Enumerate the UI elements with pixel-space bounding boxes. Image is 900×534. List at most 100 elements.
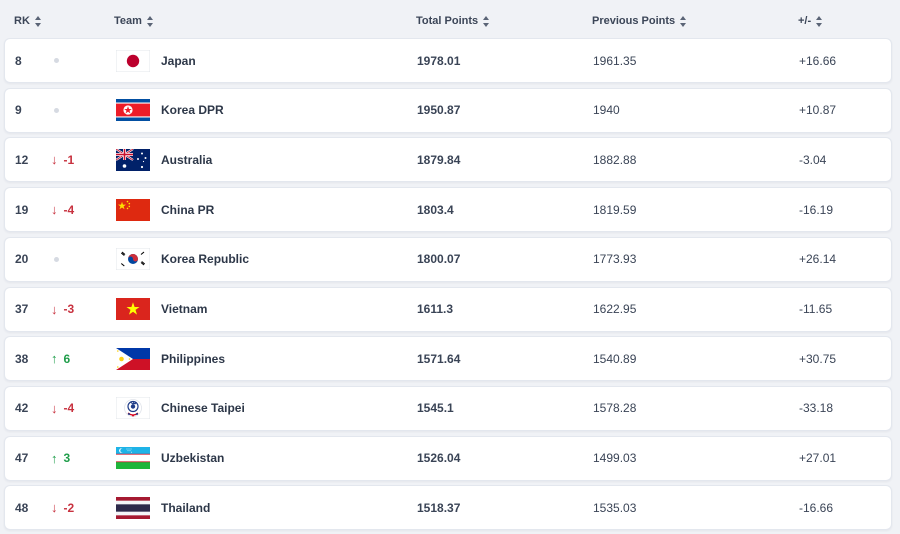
total-points-value: 1571.64 [417, 351, 461, 366]
team-name-link[interactable]: Australia [161, 152, 213, 167]
total-points-value: 1978.01 [417, 53, 461, 68]
flag-cell [115, 288, 151, 331]
previous-points-value: 1940 [593, 103, 620, 118]
table-row[interactable]: 9 Korea DPR 1950.87 1940 +10.87 [4, 87, 892, 133]
rank-change-value: -3 [63, 302, 75, 316]
rank-change-value: 6 [63, 351, 71, 366]
rank-movement: ↓ -3 [51, 288, 74, 331]
previous-points-header-label: Previous Points [592, 15, 676, 27]
previous-points-value: 1540.89 [593, 351, 637, 366]
sort-icon [816, 15, 823, 27]
table-row[interactable]: 42 ↓ -4 Chinese Taipei 1545.1 1578.28 -33.18 [4, 385, 892, 431]
arrow-down-icon: ↓ [51, 202, 58, 218]
total-points-value: 1545.1 [417, 401, 454, 416]
thailand-flag-icon [116, 496, 150, 519]
total-points-value: 1518.37 [417, 500, 461, 515]
table-row[interactable]: 37 ↓ -3 Vietnam 1611.3 1622.95 -11.65 [4, 286, 892, 332]
rank-change-value: -2 [63, 500, 75, 515]
table-row[interactable]: 12 ↓ -1 Australia 1879.84 1882.88 -3.04 [4, 137, 892, 183]
points-diff-value: -3.04 [799, 152, 827, 167]
sort-icon [483, 15, 490, 27]
rank-change-value: -1 [63, 152, 75, 167]
team-name-link[interactable]: Chinese Taipei [161, 401, 245, 416]
points-diff-value: -16.66 [799, 500, 834, 515]
table-row[interactable]: 8 Japan 1978.01 1961.35 +16.66 [4, 38, 892, 83]
table-row[interactable]: 20 Korea Republic 1800.07 1773.93 +26.14 [4, 236, 892, 282]
table-row[interactable]: 38 ↑ 6 Philippines 1571.64 1540.89 +30.75 [4, 336, 892, 382]
previous-points-value: 1773.93 [593, 252, 637, 267]
arrow-down-icon: ↓ [51, 301, 58, 317]
team-column-header[interactable]: Team [114, 15, 154, 27]
points-diff-value: +10.87 [799, 103, 837, 118]
rank-movement: ↑ 6 [51, 337, 70, 380]
rank-movement: ↓ -2 [51, 486, 74, 529]
sort-icon [680, 15, 687, 27]
points-diff-value: +16.66 [799, 53, 837, 68]
rank-movement: ↓ -4 [51, 387, 74, 430]
uzbekistan-flag-icon [116, 447, 150, 470]
total-points-column-header[interactable]: Total Points [416, 15, 490, 27]
korea-republic-flag-icon [116, 248, 150, 271]
table-row[interactable]: 19 ↓ -4 China PR 1803.4 1819.59 -16.19 [4, 187, 892, 233]
rank-value: 42 [15, 401, 29, 416]
chinese-taipei-flag-icon [116, 397, 150, 420]
previous-points-column-header[interactable]: Previous Points [592, 15, 687, 27]
flag-cell [115, 486, 151, 529]
previous-points-value: 1961.35 [593, 53, 637, 68]
diff-column-header[interactable]: +/- [798, 15, 823, 27]
total-points-value: 1611.3 [417, 302, 454, 316]
table-row[interactable]: 47 ↑ 3 Uzbekistan 1526.04 1499.03 +27.01 [4, 435, 892, 481]
china-pr-flag-icon [116, 198, 150, 221]
previous-points-value: 1622.95 [593, 302, 637, 316]
rank-value: 48 [15, 500, 29, 515]
team-name-link[interactable]: Japan [161, 53, 196, 68]
japan-flag-icon [116, 49, 150, 72]
arrow-down-icon: ↓ [51, 500, 58, 516]
team-name-link[interactable]: Philippines [161, 351, 226, 366]
flag-cell [115, 437, 151, 480]
team-name-link[interactable]: Korea DPR [161, 103, 224, 118]
rank-value: 37 [15, 302, 29, 316]
rank-change-value: -4 [63, 202, 75, 217]
team-name-link[interactable]: Vietnam [161, 302, 208, 316]
rank-value: 19 [15, 202, 29, 217]
total-points-value: 1526.04 [417, 451, 461, 466]
no-change-dot-icon [54, 256, 59, 262]
sort-icon [146, 15, 154, 27]
rank-value: 47 [15, 451, 29, 466]
vietnam-flag-icon [116, 298, 150, 320]
flag-cell [115, 238, 151, 281]
points-diff-value: -16.19 [799, 202, 834, 217]
total-points-value: 1879.84 [417, 152, 461, 167]
flag-cell [115, 39, 151, 82]
flag-cell [115, 138, 151, 181]
team-name-link[interactable]: China PR [161, 202, 215, 217]
sort-icon [34, 15, 42, 27]
flag-cell [115, 188, 151, 231]
rank-change-value: 3 [63, 451, 71, 466]
rank-value: 9 [15, 103, 22, 118]
australia-flag-icon [116, 148, 150, 171]
team-name-link[interactable]: Uzbekistan [161, 451, 225, 466]
arrow-down-icon: ↓ [51, 152, 58, 168]
points-diff-value: -11.65 [799, 302, 833, 316]
rank-change-value: -4 [63, 401, 75, 416]
total-points-value: 1950.87 [417, 103, 461, 118]
rank-movement [51, 39, 59, 82]
flag-cell [115, 89, 151, 132]
previous-points-value: 1499.03 [593, 451, 637, 466]
flag-cell [115, 337, 151, 380]
points-diff-value: +27.01 [799, 451, 837, 466]
team-name-link[interactable]: Korea Republic [161, 252, 250, 267]
team-header-label: Team [114, 15, 142, 27]
rank-value: 8 [15, 53, 22, 68]
team-name-link[interactable]: Thailand [161, 500, 211, 515]
total-points-header-label: Total Points [416, 15, 479, 27]
rank-column-header[interactable]: RK [14, 15, 42, 27]
rank-value: 20 [15, 252, 29, 267]
rank-value: 12 [15, 152, 29, 167]
previous-points-value: 1882.88 [593, 152, 637, 167]
table-row[interactable]: 48 ↓ -2 Thailand 1518.37 1535.03 -16.66 [4, 485, 892, 531]
flag-cell [115, 387, 151, 430]
